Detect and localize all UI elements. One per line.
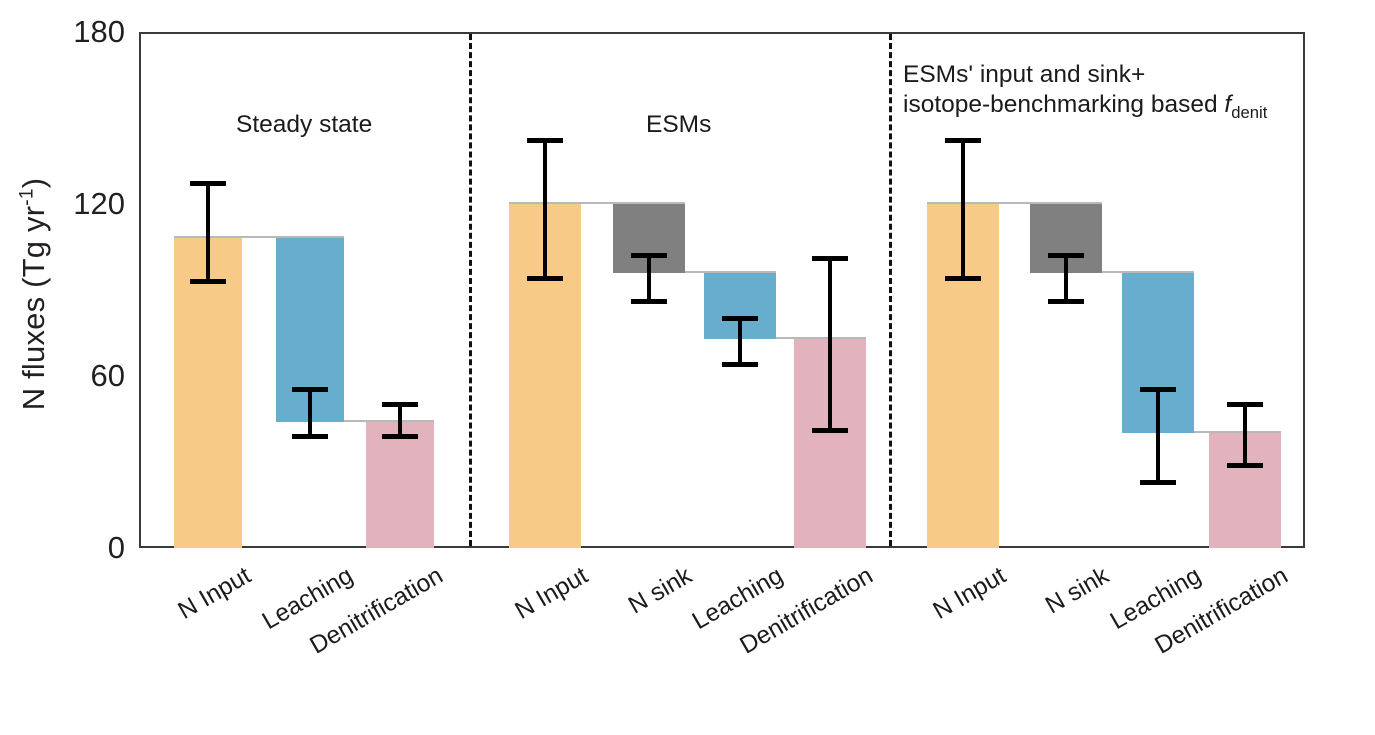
error-bar-1-leaching-cap-upper bbox=[722, 315, 758, 321]
bar-top-connector bbox=[704, 270, 776, 273]
y-axis-title-tail: ) bbox=[16, 177, 51, 189]
y-axis-title: N fluxes (Tg yr-1) bbox=[16, 74, 52, 514]
error-bar-1-denitrification-line bbox=[828, 255, 832, 434]
error-bar-1-denitrification-cap-upper bbox=[812, 255, 848, 261]
error-bar-0-leaching-cap-lower bbox=[292, 434, 328, 440]
error-bar-1-leaching-line bbox=[738, 315, 742, 368]
bar-top-connector bbox=[509, 202, 685, 204]
error-bar-2-n-input-cap-lower bbox=[945, 276, 981, 282]
bar-top-connector bbox=[927, 202, 1102, 204]
bar-0-denitrification[interactable] bbox=[366, 421, 434, 548]
panel-title-steady-state: Steady state bbox=[236, 111, 373, 138]
error-bar-0-leaching-line bbox=[308, 387, 312, 440]
x-tick-label-2-n-input-text: N Input bbox=[928, 562, 1011, 625]
bar-top-connector bbox=[276, 236, 344, 239]
panel-separator-2 bbox=[889, 34, 892, 546]
x-tick-label-0-n-input-text: N Input bbox=[173, 562, 256, 625]
panel-title-line-2-prefix: isotope-benchmarking based bbox=[903, 91, 1225, 118]
error-bar-0-n-input-cap-lower bbox=[190, 279, 226, 285]
error-bar-1-denitrification-cap-lower bbox=[812, 428, 848, 434]
y-axis-tick-label-60: 60 bbox=[90, 358, 125, 393]
panel-title-line-1: ESMs' input and sink+ bbox=[903, 61, 1146, 88]
x-tick-label-1-n-input-text: N Input bbox=[510, 562, 593, 625]
panel-title-line-2-subscript: denit bbox=[1231, 102, 1268, 122]
error-bar-2-leaching-line bbox=[1156, 387, 1160, 485]
error-bar-0-leaching-cap-upper bbox=[292, 387, 328, 393]
bar-top-connector bbox=[174, 236, 344, 239]
error-bar-2-leaching-cap-lower bbox=[1140, 479, 1176, 485]
panel-title-line-2-symbol: f bbox=[1224, 91, 1232, 118]
panel-separator-1 bbox=[469, 34, 472, 546]
x-tick-label-2-n-sink-text: N sink bbox=[1041, 562, 1114, 620]
error-bar-2-n-sink-cap-lower bbox=[1048, 299, 1084, 305]
bar-top-connector bbox=[1122, 270, 1194, 273]
panel-title-isotope-benchmarking: ESMs' input and sink+ isotope-benchmarkin… bbox=[903, 60, 1267, 128]
error-bar-1-n-sink-cap-lower bbox=[631, 299, 667, 305]
error-bar-2-denitrification-line bbox=[1243, 401, 1247, 468]
error-bar-0-n-input-cap-upper bbox=[190, 181, 226, 187]
error-bar-1-n-input-line bbox=[543, 138, 547, 282]
error-bar-1-leaching-cap-lower bbox=[722, 362, 758, 368]
error-bar-2-leaching-cap-upper bbox=[1140, 387, 1176, 393]
error-bar-1-n-sink-line bbox=[647, 252, 651, 305]
error-bar-1-n-input-cap-lower bbox=[527, 276, 563, 282]
error-bar-0-denitrification-line bbox=[398, 401, 402, 440]
x-tick-label-1-n-sink-text: N sink bbox=[624, 562, 697, 620]
y-axis-tick-label-120: 120 bbox=[73, 186, 125, 221]
y-axis-tick-label-180: 180 bbox=[73, 14, 125, 49]
bar-0-n-input[interactable] bbox=[174, 238, 242, 548]
error-bar-2-n-input-line bbox=[961, 138, 965, 282]
error-bar-2-denitrification-cap-upper bbox=[1227, 401, 1263, 407]
error-bar-2-denitrification-cap-lower bbox=[1227, 462, 1263, 468]
error-bar-0-denitrification-cap-upper bbox=[382, 401, 418, 407]
panel-title-esms: ESMs bbox=[646, 111, 712, 138]
y-axis-tick-label-0: 0 bbox=[107, 530, 125, 565]
error-bar-2-n-input-cap-upper bbox=[945, 138, 981, 144]
error-bar-2-n-sink-cap-upper bbox=[1048, 252, 1084, 258]
bar-top-connector bbox=[1030, 202, 1102, 204]
bar-top-connector bbox=[613, 202, 685, 204]
error-bar-1-n-input-cap-upper bbox=[527, 138, 563, 144]
error-bar-2-n-sink-line bbox=[1064, 252, 1068, 305]
error-bar-0-n-input-line bbox=[206, 181, 210, 285]
error-bar-0-denitrification-cap-lower bbox=[382, 434, 418, 440]
error-bar-1-n-sink-cap-upper bbox=[631, 252, 667, 258]
